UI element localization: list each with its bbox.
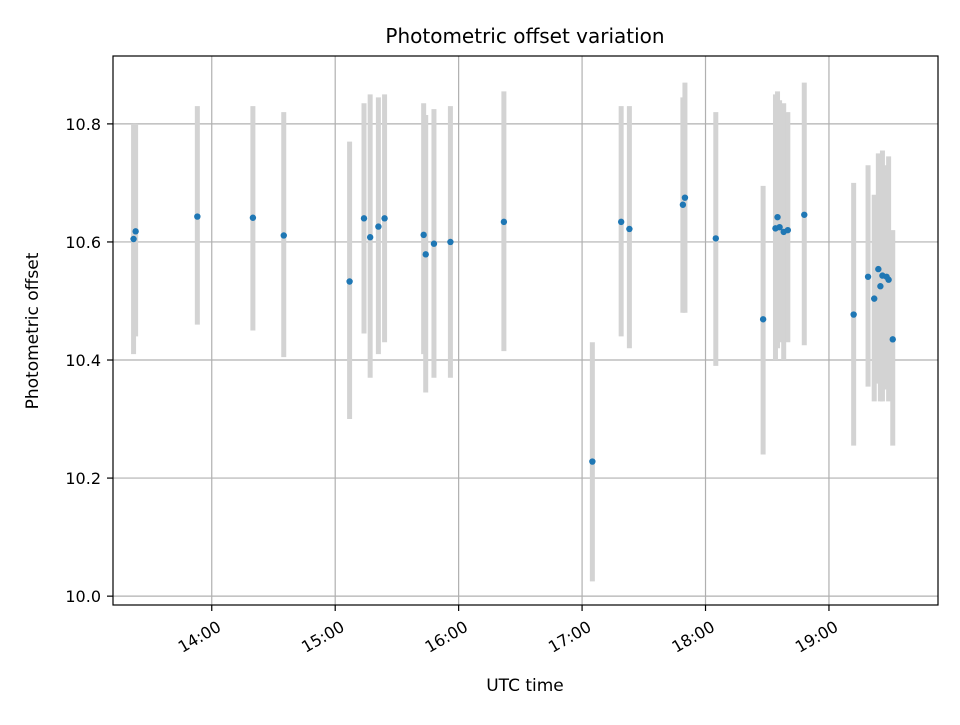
data-point (759, 316, 767, 323)
data-point (850, 311, 857, 318)
y-tick-label: 10.2 (65, 469, 101, 488)
y-tick-label: 10.0 (65, 587, 101, 606)
y-tick-label: 10.8 (65, 115, 101, 134)
data-point (626, 225, 633, 233)
data-point (681, 194, 689, 201)
data-point (194, 213, 201, 220)
data-point (381, 215, 388, 222)
data-point (885, 276, 892, 283)
chart-title: Photometric offset variation (385, 24, 664, 48)
y-axis-label: Photometric offset (23, 252, 43, 409)
data-point (776, 223, 783, 231)
data-point (346, 278, 353, 285)
y-tick-label: 10.6 (65, 233, 101, 252)
data-point (877, 283, 884, 290)
data-point (500, 218, 508, 226)
data-point (871, 295, 878, 302)
y-tick-label: 10.4 (65, 351, 101, 370)
data-point (875, 265, 882, 273)
data-point (422, 251, 429, 258)
data-point (249, 214, 257, 221)
data-point (864, 273, 872, 280)
data-point (375, 223, 382, 230)
data-point (430, 240, 438, 247)
data-point (130, 235, 137, 243)
data-point (784, 226, 792, 234)
grid (113, 56, 938, 605)
data-point (447, 238, 454, 246)
data-points (130, 194, 896, 465)
data-point (360, 215, 368, 222)
data-point (679, 201, 687, 208)
data-point (280, 232, 287, 239)
data-point (132, 228, 139, 235)
data-point (366, 234, 374, 241)
data-point (712, 235, 720, 242)
data-point (801, 211, 808, 218)
y-axis-ticks: 10.0 10.2 10.4 10.6 10.8 (65, 115, 113, 606)
x-axis-label: UTC time (486, 676, 564, 696)
data-point (589, 458, 596, 465)
plot-frame (112, 55, 939, 606)
data-point (617, 218, 625, 226)
data-point (774, 213, 781, 221)
data-point (889, 336, 896, 343)
data-point (420, 231, 427, 239)
